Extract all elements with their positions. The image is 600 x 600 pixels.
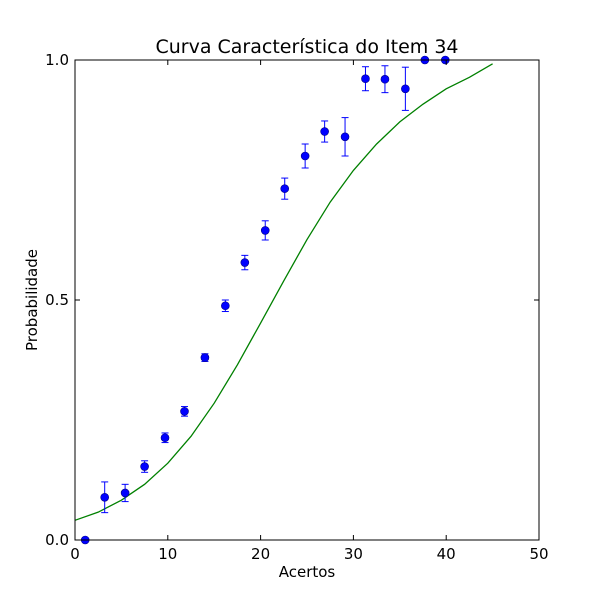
y-axis-label: Probabilidade [23, 249, 41, 351]
data-point [300, 151, 310, 161]
x-tick-label: 40 [437, 545, 456, 563]
x-tick-label: 30 [344, 545, 363, 563]
ticks-layer: 0 10 20 30 40 50 0.0 0.5 1.0 [45, 51, 548, 563]
data-point [140, 462, 149, 471]
data-point [260, 226, 270, 235]
fitted-curve-line [74, 63, 493, 521]
data-point [200, 353, 210, 362]
data-point [361, 74, 370, 84]
data-point [100, 492, 109, 502]
chart-title: Curva Característica do Item 34 [155, 36, 458, 58]
x-axis-label: Acertos [279, 563, 336, 581]
x-tick-label: 0 [70, 545, 80, 563]
x-tick-label: 20 [251, 545, 270, 563]
data-point [401, 84, 410, 94]
y-tick-label: 0.0 [45, 531, 69, 549]
data-point [280, 184, 290, 193]
x-tick-label: 10 [158, 545, 177, 563]
x-tick-label: 50 [529, 545, 548, 563]
data-point [380, 74, 390, 84]
y-tick-label: 1.0 [45, 51, 69, 69]
data-point [180, 407, 189, 416]
data-point [320, 127, 329, 136]
data-point [120, 488, 130, 498]
y-tick-label: 0.5 [45, 291, 69, 309]
data-point [340, 132, 350, 142]
plot-layer [74, 55, 493, 545]
data-point [240, 258, 250, 267]
data-point [221, 301, 230, 311]
data-point [160, 433, 170, 443]
